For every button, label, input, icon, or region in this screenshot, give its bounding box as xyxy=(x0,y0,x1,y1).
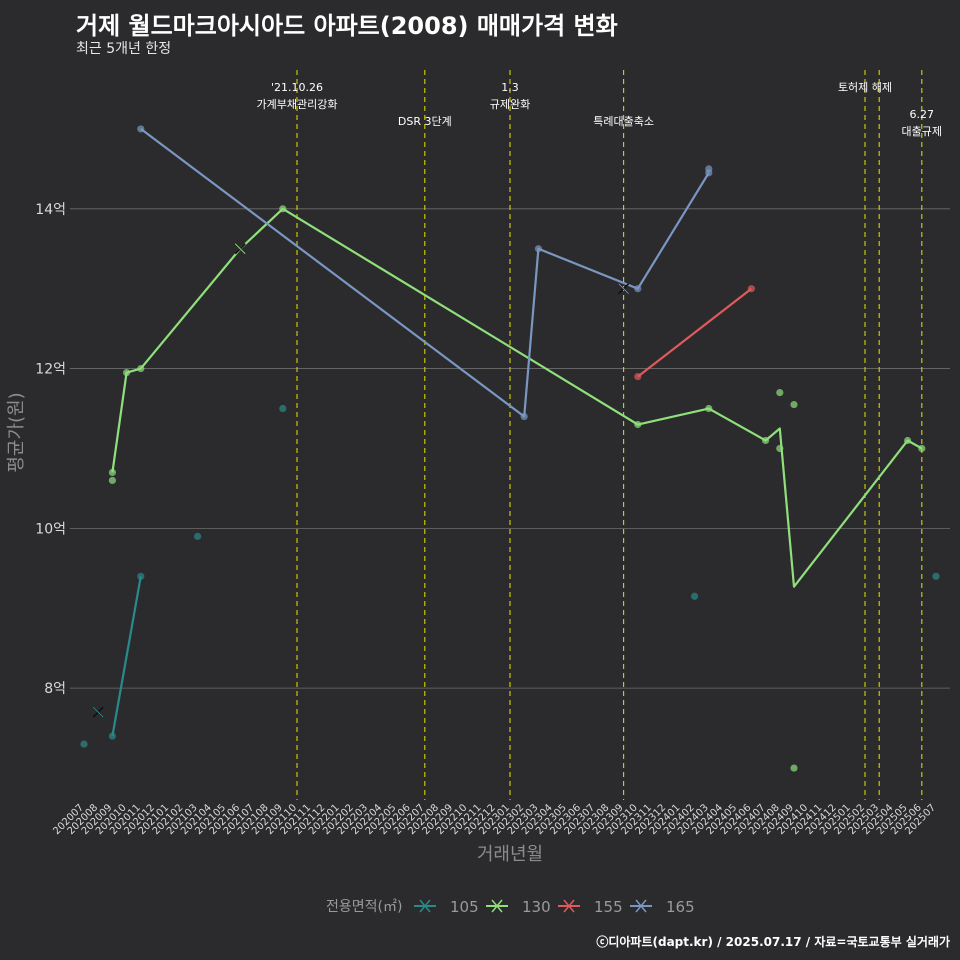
legend-label: 130 xyxy=(522,898,551,916)
data-point-165 xyxy=(137,125,145,133)
data-point-105 xyxy=(691,592,699,600)
legend-item-130: 130 xyxy=(486,898,551,916)
cross-marker-165 xyxy=(618,283,630,295)
chart-subtitle: 최근 5개년 한정 xyxy=(76,41,172,57)
cross-marker-130 xyxy=(234,243,246,255)
event-label: '21.10.26 xyxy=(271,81,323,94)
series-line-130 xyxy=(111,207,923,588)
event-label: DSR 3단계 xyxy=(398,115,452,128)
legend-label: 165 xyxy=(666,898,695,916)
cross-stroke xyxy=(92,706,104,718)
legend-key-cross xyxy=(491,899,503,913)
series-line-155 xyxy=(637,287,753,378)
data-point-105 xyxy=(108,732,116,740)
data-point-165 xyxy=(705,169,713,177)
data-point-105 xyxy=(194,532,202,540)
event-label: 토허제 해제 xyxy=(838,80,892,94)
data-point-130 xyxy=(137,364,145,373)
data-point-130 xyxy=(108,468,116,477)
data-point-130 xyxy=(790,400,798,409)
data-point-165 xyxy=(634,285,642,293)
data-point-130 xyxy=(634,420,642,429)
data-point-130 xyxy=(776,388,784,397)
event-label: 가계부채관리강화 xyxy=(257,98,338,111)
data-point-130 xyxy=(123,368,131,377)
data-point-130 xyxy=(279,205,287,213)
legend-key-cross xyxy=(563,899,575,913)
data-point-165 xyxy=(534,245,543,253)
legend-title: 전용면적(㎡) xyxy=(326,899,402,915)
data-point-155 xyxy=(747,285,756,293)
data-point-130 xyxy=(790,764,798,772)
data-point-130 xyxy=(918,444,926,453)
data-point-130 xyxy=(108,476,116,485)
cross-stroke xyxy=(234,243,246,255)
y-tick-label: 14억 xyxy=(35,202,66,218)
data-point-130 xyxy=(762,436,770,445)
legend-item-155: 155 xyxy=(558,898,623,916)
y-tick-label: 8억 xyxy=(44,681,66,697)
x-axis-label: 거래년월 xyxy=(477,844,543,865)
legend-label: 155 xyxy=(594,898,623,916)
y-tick-label: 12억 xyxy=(35,362,66,378)
data-point-130 xyxy=(904,436,912,445)
event-label: 1.3 xyxy=(501,81,519,94)
legend-key-cross xyxy=(419,899,431,913)
y-tick-label: 10억 xyxy=(35,521,66,537)
data-point-155 xyxy=(634,372,642,381)
legend-item-165: 165 xyxy=(630,898,695,916)
event-label: 대출규제 xyxy=(902,125,942,138)
data-point-105 xyxy=(80,740,88,748)
legend-key-cross xyxy=(635,899,647,913)
data-point-105 xyxy=(279,404,287,413)
legend-item-105: 105 xyxy=(414,898,479,916)
data-point-130 xyxy=(776,444,784,453)
series-line-105 xyxy=(111,576,142,737)
data-point-105 xyxy=(932,572,940,580)
source-caption: ⓒ디아파트(dapt.kr) / 2025.07.17 / 자료=국토교통부 실… xyxy=(596,935,950,949)
event-label: 6.27 xyxy=(910,108,935,121)
chart-title: 거제 월드마크아시아드 아파트(2008) 매매가격 변화 xyxy=(76,12,618,40)
data-point-165 xyxy=(520,412,528,421)
cross-stroke xyxy=(618,283,629,295)
cross-marker-105 xyxy=(92,706,104,718)
data-point-105 xyxy=(137,572,145,580)
legend-label: 105 xyxy=(450,898,479,916)
y-axis-label: 평균가(원) xyxy=(6,392,27,472)
event-label: 특례대출축소 xyxy=(593,115,654,128)
data-point-130 xyxy=(705,404,713,413)
event-label: 규제완화 xyxy=(490,98,530,111)
